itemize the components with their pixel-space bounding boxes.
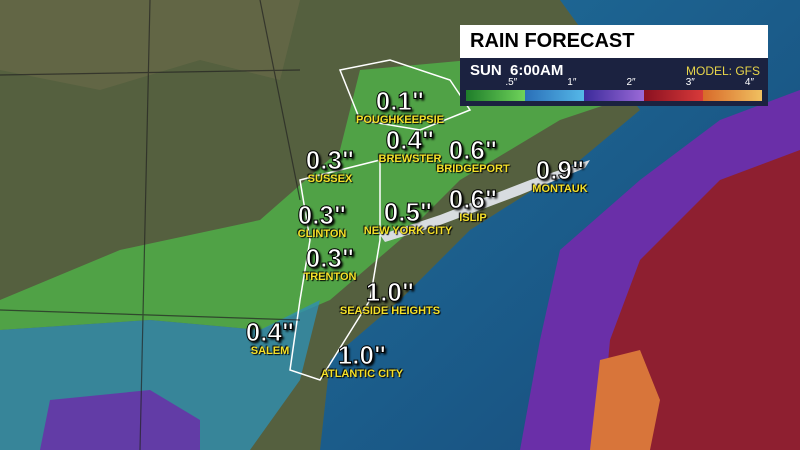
city-label: 0.3" TRENTON: [303, 243, 357, 284]
city-name: POUGHKEEPSIE: [355, 114, 445, 126]
legend-bar: .5″ 1″ 2″ 3″ 4″: [466, 77, 763, 101]
city-label: 1.0" SEASIDE HEIGHTS: [339, 277, 441, 318]
city-name: NEW YORK CITY: [363, 225, 453, 237]
terrain: [0, 0, 300, 90]
legend-swatch: 2″: [584, 77, 644, 101]
city-name: SEASIDE HEIGHTS: [339, 305, 441, 317]
city-label: 0.6" ISLIP: [448, 184, 498, 225]
rain-purple-south: [40, 390, 200, 450]
city-label: 0.4" BREWSTER: [378, 125, 442, 166]
legend-swatch: 1″: [525, 77, 585, 101]
city-label: 0.5" NEW YORK CITY: [363, 197, 453, 238]
legend-label: 1″: [567, 77, 577, 88]
panel-subheader: SUN 6:00AM MODEL: GFS .5″ 1″ 2″ 3″ 4″: [460, 58, 768, 106]
legend-label: .5″: [505, 77, 518, 88]
rain-amount: 0.4": [385, 125, 435, 155]
rain-amount: 0.6": [448, 184, 498, 214]
county-borders: [338, 59, 472, 131]
model-name: MODEL: GFS: [685, 64, 760, 78]
nj-border: [289, 159, 381, 381]
legend-swatch: 3″: [643, 77, 703, 101]
rain-amount: 0.1": [375, 86, 425, 116]
city-label: 0.3" SUSSEX: [305, 145, 355, 186]
city-name: SUSSEX: [307, 173, 353, 185]
city-name: BRIDGEPORT: [436, 163, 510, 175]
legend-label: 3″: [685, 77, 695, 88]
city-name: TRENTON: [303, 271, 357, 283]
panel-title: RAIN FORECAST: [460, 25, 768, 58]
city-name: ISLIP: [459, 212, 487, 224]
city-label: 0.9" MONTAUK: [532, 155, 588, 196]
city-name: MONTAUK: [532, 183, 588, 195]
rain-amount: 0.4": [245, 317, 295, 347]
forecast-time: SUN 6:00AM: [470, 62, 564, 79]
city-name: ATLANTIC CITY: [320, 368, 404, 380]
city-name: SALEM: [250, 345, 290, 357]
city-label: 0.3" CLINTON: [297, 200, 347, 241]
rain-amount: 0.6": [448, 135, 498, 165]
rain-amount: 0.5": [383, 197, 433, 227]
state-borders: [0, 0, 301, 450]
long-island: [380, 160, 590, 242]
city-label: 0.4" SALEM: [245, 317, 295, 358]
rain-amount: 0.3": [305, 145, 355, 175]
city-name: CLINTON: [297, 228, 347, 240]
city-label: 0.6" BRIDGEPORT: [436, 135, 510, 176]
legend-label: 4″: [744, 77, 755, 88]
rain-amount: 0.3": [305, 243, 355, 273]
city-label: 0.1" POUGHKEEPSIE: [355, 86, 445, 127]
rain-amount: 0.9": [535, 155, 585, 185]
city-label: 1.0" ATLANTIC CITY: [320, 340, 404, 381]
legend-swatch: .5″: [466, 77, 526, 101]
rain-amount: 1.0": [337, 340, 387, 370]
legend-swatch: 4″: [702, 77, 763, 101]
forecast-panel: RAIN FORECAST SUN 6:00AM MODEL: GFS .5″ 1…: [460, 25, 768, 106]
rain-orange: [590, 350, 660, 450]
rain-amount: 1.0": [365, 277, 415, 307]
rain-amount: 0.3": [297, 200, 347, 230]
city-name: BREWSTER: [378, 153, 442, 165]
legend-label: 2″: [626, 77, 636, 88]
